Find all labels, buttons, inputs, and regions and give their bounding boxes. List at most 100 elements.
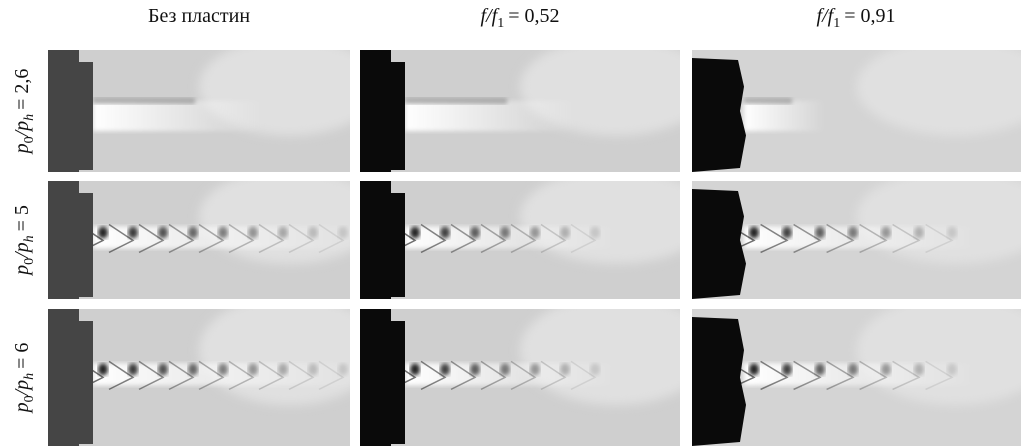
shock-cell [168,360,195,391]
header-value: = 0,52 [508,5,559,27]
row-label: p0/ph = 2,6 [11,69,37,156]
shock-cell [258,360,285,391]
shock-node [848,363,858,376]
shock-cell [138,223,165,254]
shock-cell [793,360,822,391]
schlieren-image [48,309,350,446]
nozzle-tip [48,309,79,446]
shock-cell [892,360,921,391]
shock-cell [450,223,477,254]
shock-node [782,226,792,239]
shock-node [218,363,228,376]
shock-node [500,226,510,239]
shock-node [338,363,348,376]
shade [520,181,680,264]
shock-cell [108,223,135,254]
shock-node [248,363,258,376]
shock-node [749,363,759,376]
jet-core [93,98,195,104]
label-den: /p [11,242,33,259]
nozzle-tip [360,50,391,172]
shock-cell [925,223,954,254]
nozzle-tip [48,50,79,172]
label-num: p [11,402,33,414]
header-sub: 1 [497,16,504,31]
shock-cell [510,360,537,391]
shock-cell [859,223,888,254]
shock-node [218,226,228,239]
jet-core [744,98,792,104]
schlieren-image [360,309,680,446]
header-value: = 0,91 [844,5,895,27]
shock-cell [480,223,507,254]
shock-cell [420,360,447,391]
shock-cell [925,360,954,391]
shock-cell [826,223,855,254]
label-num-sub: 0 [22,258,37,265]
shock-node [98,226,108,239]
shock-cell [760,360,789,391]
label-den: /p [11,380,33,397]
label-den: /p [11,121,33,138]
label-num: p [11,265,33,277]
shock-cell [168,223,195,254]
shock-node [338,226,348,239]
shock-cell [859,360,888,391]
shade [199,181,350,264]
shock-node [881,226,891,239]
nozzle [692,189,746,299]
label-num-sub: 0 [22,395,37,402]
column-header: f/f1 = 0,91 [817,5,896,31]
nozzle [692,58,746,172]
nozzle-tip [48,181,79,299]
shock-node [128,226,138,239]
shock-node [278,363,288,376]
shock-cell [318,223,345,254]
row-labels: p0/ph= 2,6p0/ph= 5p0/ph= 6 [11,69,37,415]
header-sub: 1 [833,16,840,31]
jet-core [405,98,507,104]
shock-cell [420,223,447,254]
shock-node [410,363,420,376]
header-var: f/f [817,5,836,27]
shock-node [947,226,957,239]
schlieren-image [360,50,680,172]
shock-node [440,363,450,376]
shock-node [914,226,924,239]
schlieren-image [48,50,350,172]
shock-cell [288,223,315,254]
shock-node [530,226,540,239]
shock-node [749,226,759,239]
shock-cell [318,360,345,391]
shock-node [128,363,138,376]
shock-node [278,226,288,239]
shock-cell [228,223,255,254]
label-den-sub: h [22,235,37,242]
label-num-sub: 0 [22,136,37,143]
shock-node [248,226,258,239]
shock-node [158,226,168,239]
shock-node [530,363,540,376]
shock-node [440,226,450,239]
shock-cell [570,223,597,254]
header-var: f/f [481,5,500,27]
nozzle-tip [360,309,391,446]
shock-cell [480,360,507,391]
shock-cell [892,223,921,254]
shade [520,309,680,405]
shock-node [560,226,570,239]
shock-node [308,226,318,239]
images [48,50,1021,446]
shock-cell [228,360,255,391]
shock-node [881,363,891,376]
shock-node [500,363,510,376]
shock-node [815,363,825,376]
shock-cell [258,223,285,254]
label-den-sub: h [22,114,37,121]
schlieren-image [692,181,1021,299]
shock-cell [540,360,567,391]
shock-cell [198,360,225,391]
nozzle [692,317,746,446]
